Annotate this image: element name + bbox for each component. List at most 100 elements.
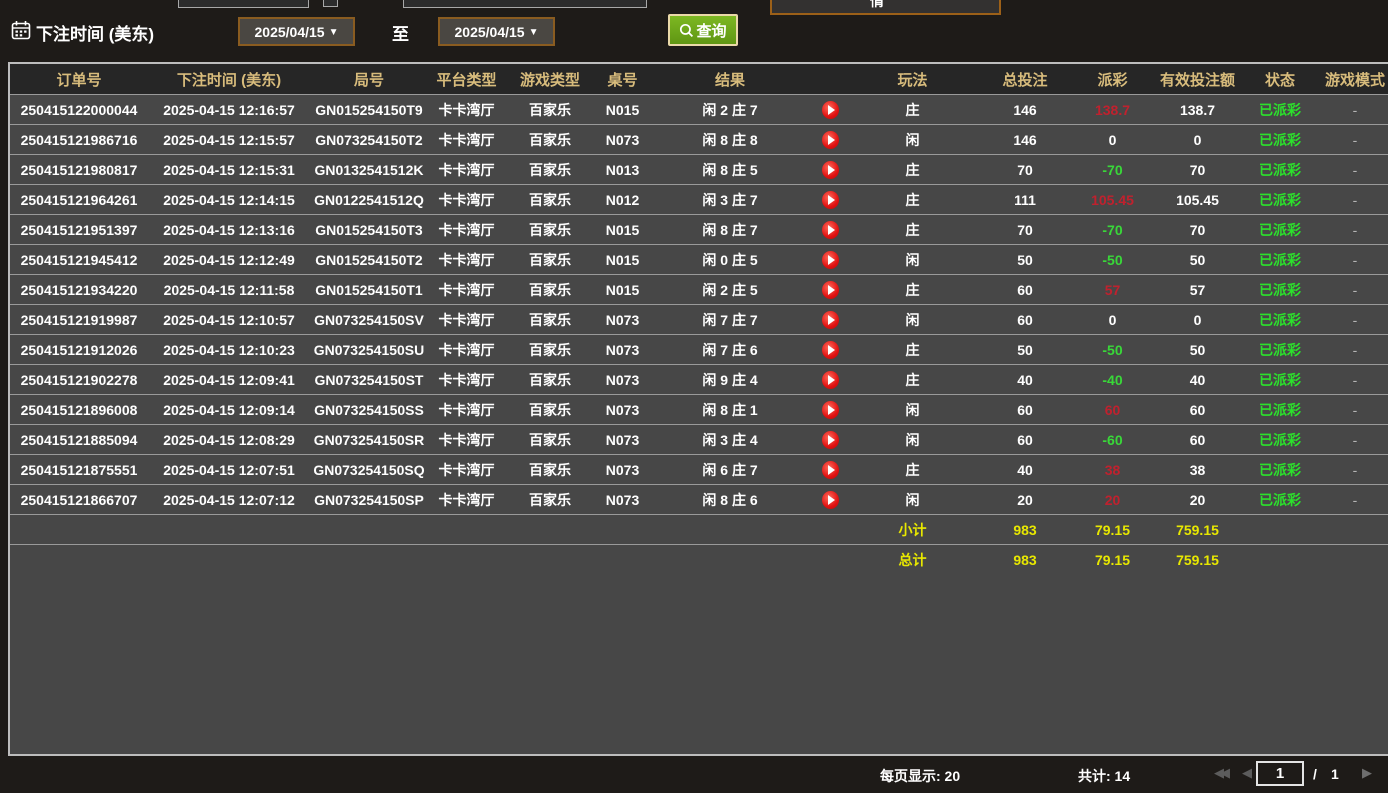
- bet-time: 2025-04-15 12:15:57: [163, 131, 295, 148]
- play-replay-icon[interactable]: [821, 250, 839, 269]
- table-number: N073: [605, 401, 640, 418]
- order-id: 250415121896008: [20, 401, 138, 418]
- play-type: 庄: [905, 371, 920, 388]
- clipped-input[interactable]: [403, 0, 647, 8]
- replay-cell: [810, 370, 850, 389]
- play-replay-icon[interactable]: [821, 340, 839, 359]
- order-id: 250415122000044: [20, 101, 138, 118]
- table-header-row: 订单号 下注时间 (美东) 局号 平台类型 游戏类型 桌号 结果 玩法 总投注 派彩 有效投注额 状态…: [10, 64, 1388, 94]
- date-range-to-label: 至: [392, 25, 409, 44]
- column-header: 局号: [353, 71, 384, 89]
- table-row: 250415121980817 2025-04-15 12:15:31 GN0132…: [10, 154, 1388, 184]
- round-id: GN015254150T9: [315, 101, 423, 118]
- game-mode: -: [1352, 401, 1358, 418]
- status-badge: 已派彩: [1259, 251, 1301, 268]
- total-bet: 146: [1013, 131, 1037, 148]
- clipped-input[interactable]: [178, 0, 309, 8]
- bet-time: 2025-04-15 12:07:51: [163, 461, 295, 478]
- play-replay-icon[interactable]: [821, 400, 839, 419]
- replay-cell: [810, 430, 850, 449]
- query-button[interactable]: 查询: [668, 14, 738, 46]
- table-number: N015: [605, 281, 640, 298]
- date-to-select[interactable]: 2025/04/15 ▼: [438, 17, 555, 46]
- valid-bet: 50: [1189, 341, 1206, 358]
- search-icon: [680, 23, 694, 37]
- table-row: 250415122000044 2025-04-15 12:16:57 GN0152…: [10, 94, 1388, 124]
- order-id: 250415121980817: [20, 161, 138, 178]
- game-type: 百家乐: [529, 101, 571, 118]
- column-header: 玩法: [897, 71, 928, 89]
- total-bet: 40: [1017, 371, 1033, 388]
- page-number-input[interactable]: [1256, 761, 1304, 786]
- game-mode: -: [1352, 431, 1358, 448]
- play-type: 闲: [905, 251, 920, 268]
- play-replay-icon[interactable]: [821, 430, 839, 449]
- game-mode: -: [1352, 371, 1358, 388]
- play-replay-icon[interactable]: [821, 130, 839, 149]
- game-result: 闲 3 庄 4: [702, 431, 758, 448]
- total-bet: 60: [1017, 281, 1033, 298]
- date-to-value: 2025/04/15: [454, 23, 525, 40]
- play-replay-icon[interactable]: [821, 190, 839, 209]
- pagination-bar: 每页显示: 20 共计: 14 ◀◀ ◀ / 1 ▶: [0, 758, 1388, 793]
- clipped-checkbox[interactable]: [323, 0, 338, 7]
- game-mode: -: [1352, 491, 1358, 508]
- play-triangle: [827, 464, 835, 475]
- valid-bet: 0: [1193, 131, 1202, 148]
- game-result: 闲 8 庄 1: [702, 401, 758, 418]
- table-row: 250415121945412 2025-04-15 12:12:49 GN0152…: [10, 244, 1388, 274]
- play-replay-icon[interactable]: [821, 280, 839, 299]
- game-result: 闲 3 庄 7: [702, 191, 758, 208]
- table-number: N013: [605, 161, 640, 178]
- play-type: 闲: [905, 401, 920, 418]
- game-type: 百家乐: [529, 131, 571, 148]
- game-mode: -: [1352, 341, 1358, 358]
- replay-cell: [810, 220, 850, 239]
- game-type: 百家乐: [529, 191, 571, 208]
- bet-time: 2025-04-15 12:11:58: [163, 281, 295, 298]
- grand-total-valid-bet: 759.15: [1176, 551, 1219, 568]
- play-replay-icon[interactable]: [821, 490, 839, 509]
- bet-time: 2025-04-15 12:12:49: [163, 251, 295, 268]
- play-replay-icon[interactable]: [821, 460, 839, 479]
- next-page-icon[interactable]: ▶: [1362, 765, 1372, 780]
- platform-type: 卡卡湾厅: [438, 341, 495, 358]
- play-replay-icon[interactable]: [821, 370, 839, 389]
- first-page-icon[interactable]: ◀◀: [1214, 765, 1230, 780]
- play-replay-icon[interactable]: [821, 160, 839, 179]
- play-triangle: [827, 224, 835, 235]
- round-id: GN073254150T2: [315, 131, 423, 148]
- prev-page-icon[interactable]: ◀: [1242, 765, 1252, 780]
- platform-type: 卡卡湾厅: [438, 221, 495, 238]
- clipped-dropdown[interactable]: 情: [770, 0, 1001, 15]
- play-triangle: [827, 404, 835, 415]
- play-replay-icon[interactable]: [821, 310, 839, 329]
- payout: 0: [1108, 131, 1117, 148]
- game-result: 闲 0 庄 5: [702, 251, 758, 268]
- date-from-select[interactable]: 2025/04/15 ▼: [238, 17, 355, 46]
- play-triangle: [827, 194, 835, 205]
- table-number: N012: [605, 191, 640, 208]
- column-header: 状态: [1264, 71, 1295, 89]
- table-number: N015: [605, 251, 640, 268]
- play-type: 庄: [905, 101, 920, 118]
- game-mode: -: [1352, 161, 1358, 178]
- valid-bet: 20: [1189, 491, 1206, 508]
- order-id: 250415121986716: [20, 131, 138, 148]
- round-id: GN073254150SP: [314, 491, 424, 508]
- play-replay-icon[interactable]: [821, 100, 839, 119]
- game-type: 百家乐: [529, 341, 571, 358]
- payout: -60: [1102, 431, 1123, 448]
- grand-total-label: 总计: [898, 551, 927, 568]
- play-replay-icon[interactable]: [821, 220, 839, 239]
- table-number: N073: [605, 461, 640, 478]
- bet-time: 2025-04-15 12:08:29: [163, 431, 295, 448]
- total-bet: 50: [1017, 341, 1033, 358]
- order-id: 250415121912026: [20, 341, 138, 358]
- bet-time: 2025-04-15 12:09:41: [163, 371, 295, 388]
- platform-type: 卡卡湾厅: [438, 431, 495, 448]
- column-header: 总投注: [1002, 71, 1048, 89]
- game-type: 百家乐: [529, 311, 571, 328]
- date-from-value: 2025/04/15: [254, 23, 325, 40]
- game-type: 百家乐: [529, 371, 571, 388]
